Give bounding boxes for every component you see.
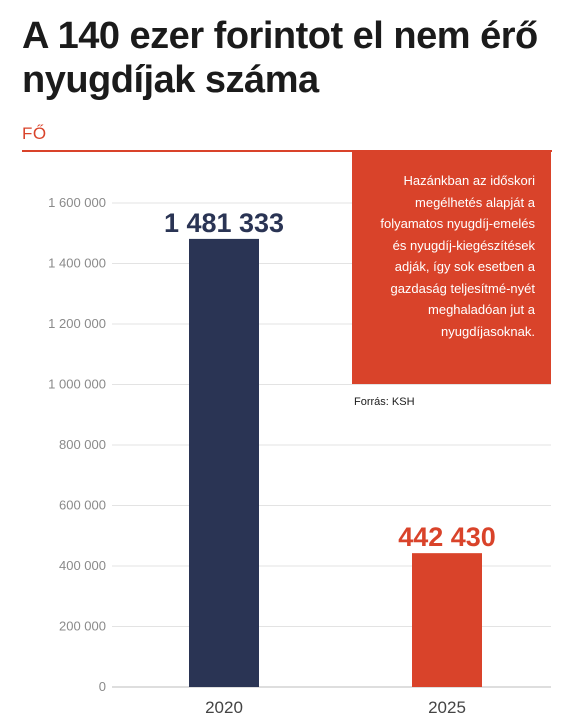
bar-2020: [189, 238, 259, 687]
y-tick-label: 200 000: [59, 619, 106, 634]
x-tick-label: 2025: [428, 698, 466, 717]
annotation-text: Hazánkban az időskori megélhetés alapját…: [380, 173, 535, 339]
data-label-2020: 1 481 333: [164, 208, 284, 238]
y-tick-label: 0: [99, 679, 106, 694]
title-divider: [22, 150, 552, 152]
chart-title: A 140 ezer forintot el nem érő nyugdíjak…: [22, 15, 538, 101]
bar-2025: [412, 553, 482, 687]
unit-label: FŐ: [22, 124, 47, 143]
y-tick-label: 1 200 000: [48, 316, 106, 331]
y-tick-label: 400 000: [59, 558, 106, 573]
y-tick-label: 1 600 000: [48, 195, 106, 210]
y-tick-label: 600 000: [59, 498, 106, 513]
data-label-2025: 442 430: [398, 522, 496, 552]
y-tick-label: 1 000 000: [48, 377, 106, 392]
y-tick-label: 800 000: [59, 437, 106, 452]
y-tick-label: 1 400 000: [48, 256, 106, 271]
source-note: Forrás: KSH: [354, 396, 415, 408]
annotation-box: Hazánkban az időskori megélhetés alapját…: [352, 152, 551, 384]
x-tick-label: 2020: [205, 698, 243, 717]
